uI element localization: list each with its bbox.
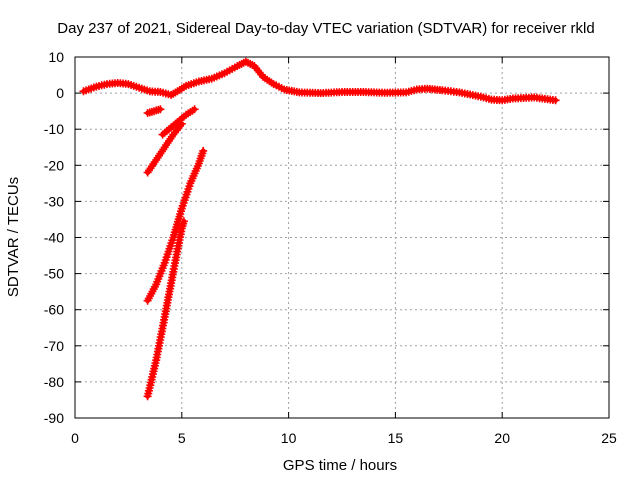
- axis-ticks: 0 5 10 15 20 25 10 0 -10 -20 -30 -40 -50 -60 -70 -80 -90: [44, 49, 617, 446]
- x-tick-label: 15: [388, 430, 404, 446]
- series-arc-deep: [143, 217, 188, 401]
- y-tick-label: 10: [48, 49, 64, 65]
- x-tick-label: 0: [71, 430, 79, 446]
- y-tick-label: -90: [44, 410, 64, 426]
- series-markers: [143, 146, 208, 305]
- series-main-track: [79, 57, 560, 105]
- series-arc-steep: [143, 146, 208, 305]
- y-tick-label: -70: [44, 338, 64, 354]
- series-markers: [79, 57, 560, 105]
- y-tick-label: 0: [56, 85, 64, 101]
- series-arc-small: [143, 105, 165, 117]
- x-axis-label: GPS time / hours: [283, 457, 397, 474]
- y-tick-label: -30: [44, 193, 64, 209]
- y-tick-label: -50: [44, 266, 64, 282]
- x-tick-label: 20: [494, 430, 510, 446]
- series-arc-mid: [158, 105, 199, 139]
- y-tick-label: -60: [44, 302, 64, 318]
- series-markers: [143, 217, 188, 401]
- y-tick-label: -20: [44, 157, 64, 173]
- chart-title: Day 237 of 2021, Sidereal Day-to-day VTE…: [57, 20, 594, 37]
- y-axis-label: SDTVAR / TECUs: [5, 177, 22, 297]
- x-tick-label: 25: [601, 430, 617, 446]
- y-tick-label: -10: [44, 121, 64, 137]
- data-layer: [79, 57, 560, 401]
- y-tick-label: -40: [44, 230, 64, 246]
- x-tick-label: 5: [178, 430, 186, 446]
- series-markers: [143, 119, 186, 177]
- series-arc-line: [143, 119, 186, 177]
- series-markers: [158, 105, 199, 139]
- series-markers: [143, 105, 165, 117]
- x-tick-label: 10: [281, 430, 297, 446]
- y-tick-label: -80: [44, 374, 64, 390]
